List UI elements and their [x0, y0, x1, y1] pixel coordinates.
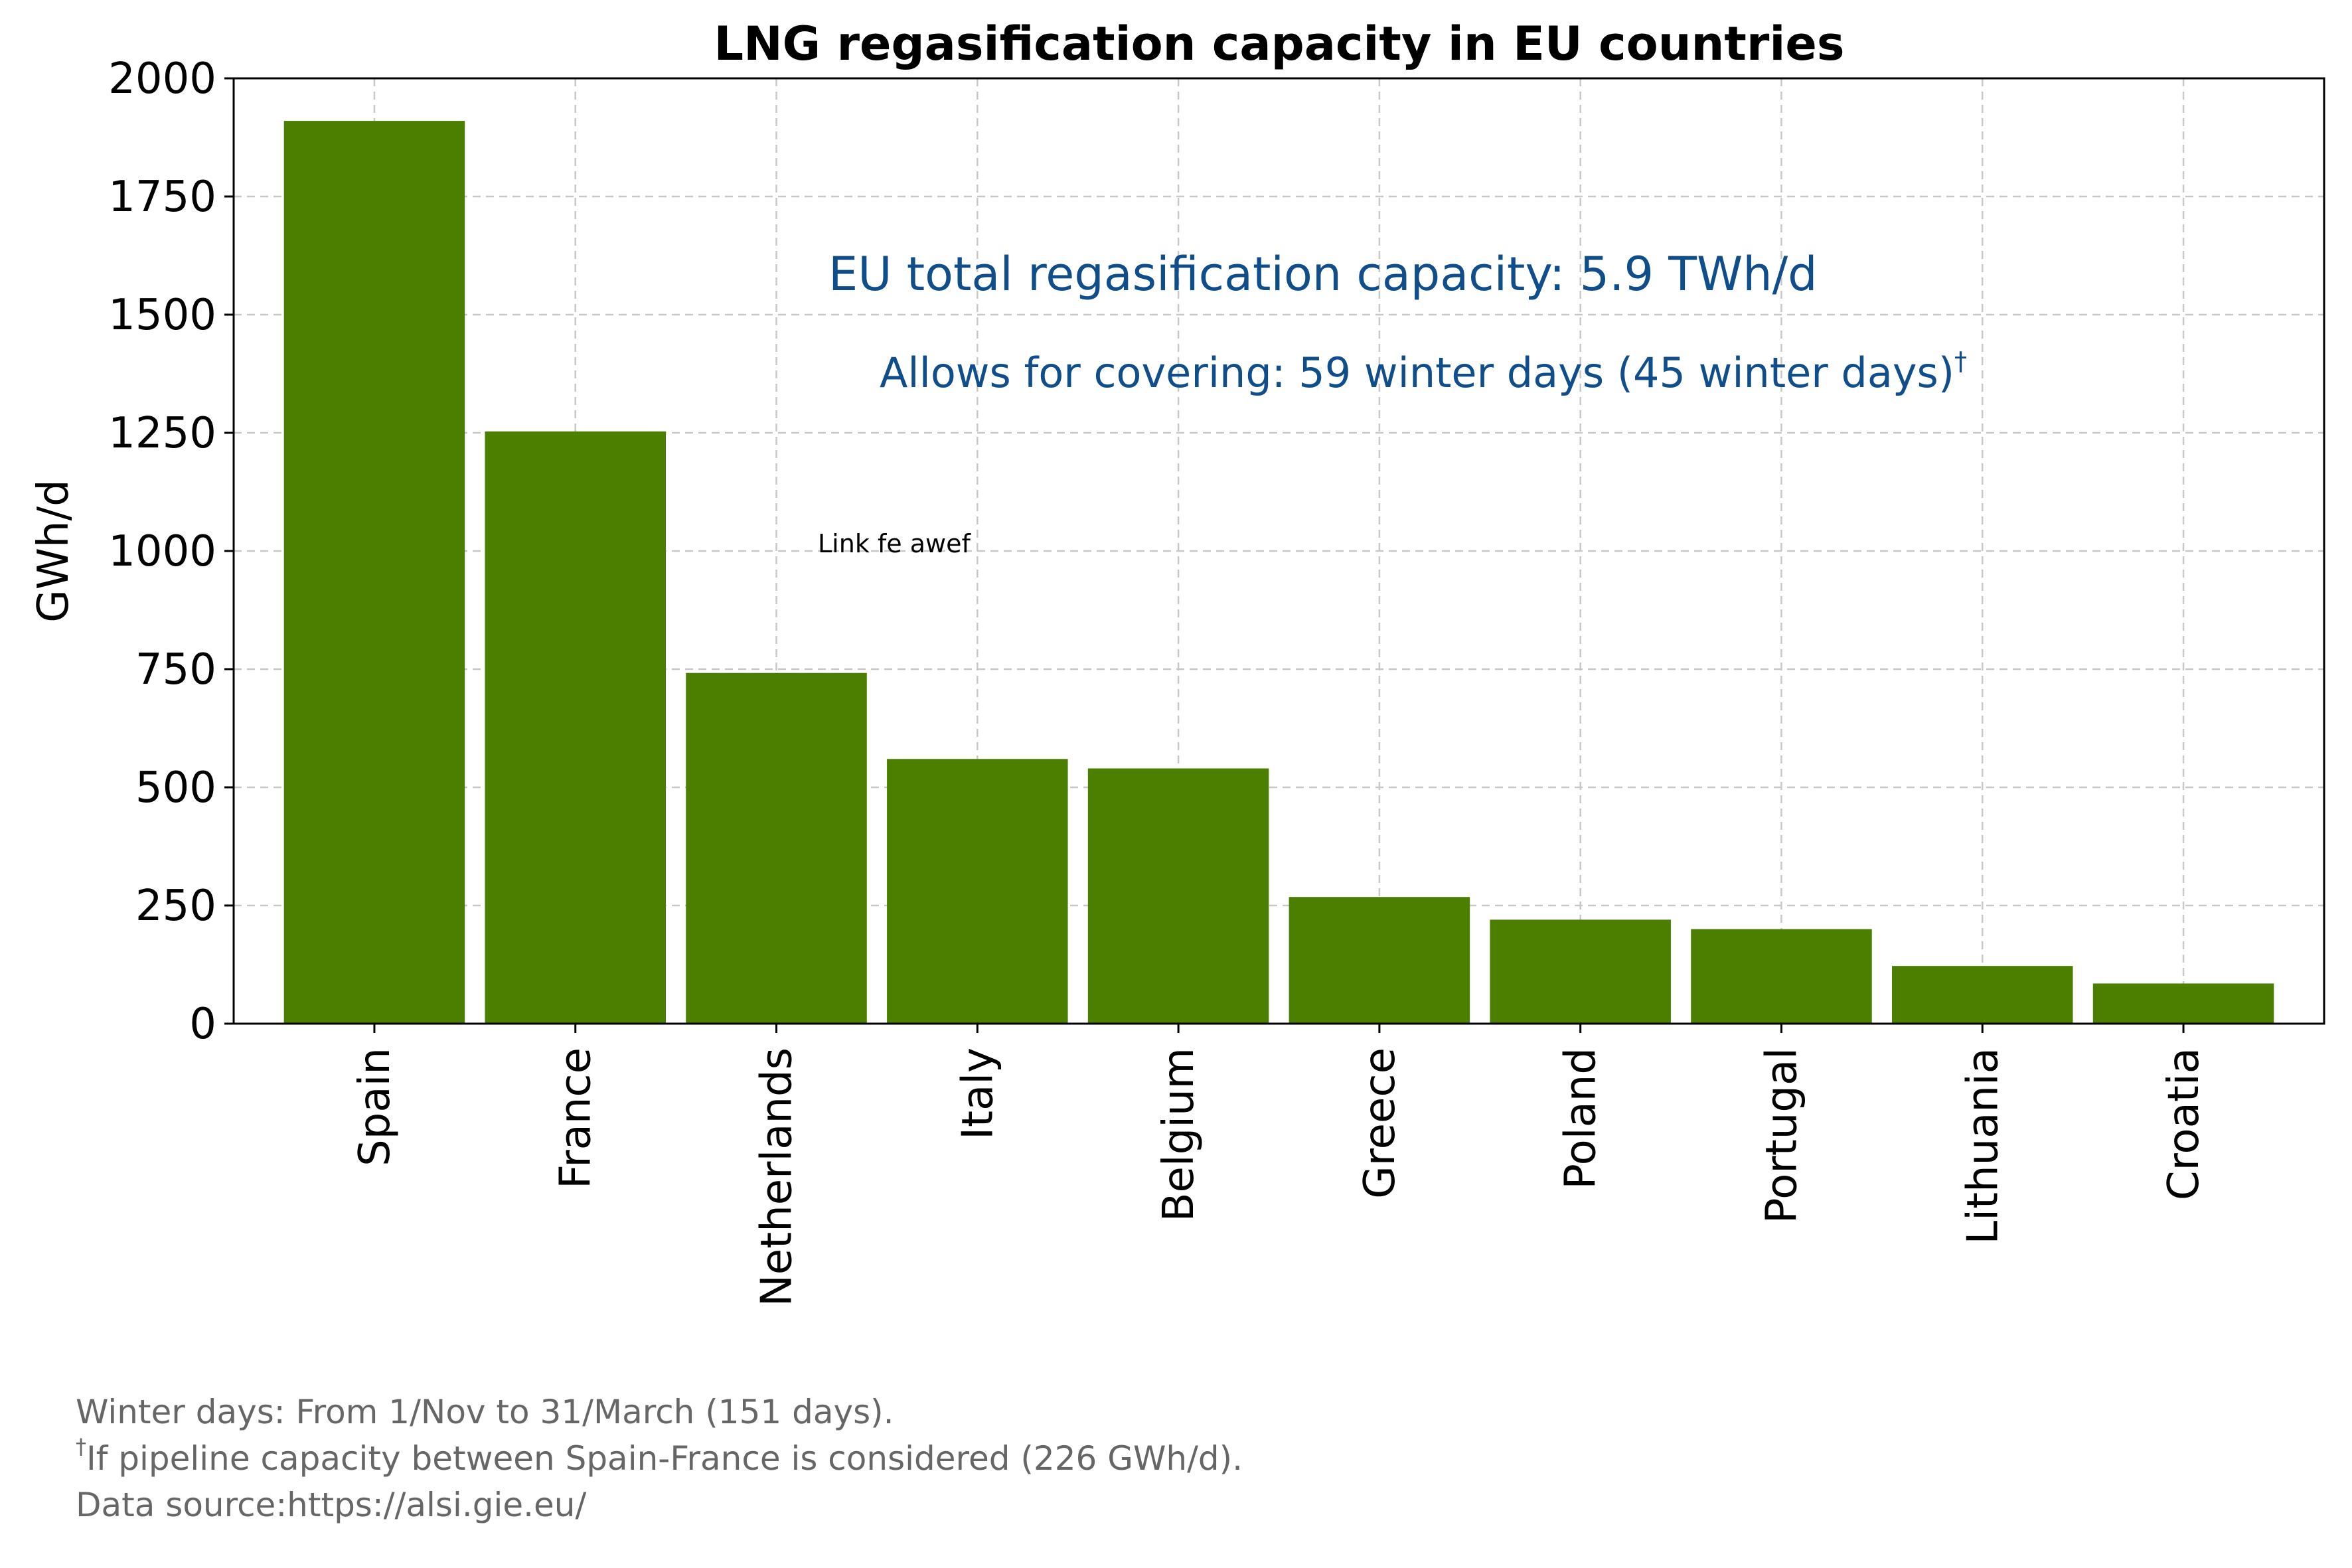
- winter-days-annotation: Allows for covering: 59 winter days (45 …: [880, 347, 1967, 397]
- footnote-data-source: Data source:https://alsi.gie.eu/: [76, 1486, 586, 1524]
- x-tick-label: Belgium: [1154, 1048, 1204, 1221]
- bar-belgium: [1087, 768, 1269, 1024]
- link-annotation[interactable]: Link fe awef: [818, 529, 971, 558]
- x-axis-ticks: Spain France Netherlands Italy Belgium Greece…: [351, 1024, 2209, 1306]
- x-tick-label: Croatia: [2159, 1048, 2209, 1200]
- footnote-pipeline: †If pipeline capacity between Spain-Fran…: [76, 1434, 1243, 1478]
- x-tick-label: Portugal: [1757, 1048, 1806, 1223]
- bar-poland: [1490, 919, 1671, 1024]
- x-tick-label: Netherlands: [753, 1048, 802, 1306]
- bars: [283, 121, 2274, 1024]
- y-tick-label: 1000: [108, 527, 216, 576]
- footnote-pipeline-text: If pipeline capacity between Spain-Franc…: [86, 1439, 1243, 1478]
- y-tick-label: 0: [189, 1000, 216, 1049]
- y-tick-label: 1250: [108, 409, 216, 458]
- y-tick-label: 2000: [108, 54, 216, 104]
- plot-frame: [232, 77, 2325, 1025]
- y-axis-label: GWh/d: [29, 479, 78, 623]
- y-tick-label: 250: [135, 882, 216, 931]
- chart-title: LNG regasification capacity in EU countr…: [714, 17, 1844, 71]
- y-tick-label: 750: [135, 645, 216, 694]
- bar-greece: [1289, 897, 1470, 1024]
- footnote-dagger: †: [76, 1434, 86, 1459]
- x-tick-label: France: [552, 1048, 601, 1189]
- bar-portugal: [1691, 929, 1872, 1024]
- x-tick-label: Lithuania: [1958, 1048, 2007, 1244]
- y-tick-label: 500: [135, 763, 216, 813]
- footnote-winter-days: Winter days: From 1/Nov to 31/March (151…: [76, 1393, 894, 1431]
- x-tick-label: Poland: [1557, 1048, 1606, 1190]
- bar-france: [485, 431, 666, 1024]
- y-tick-label: 1750: [108, 173, 216, 222]
- x-tick-label: Italy: [953, 1048, 1002, 1140]
- bar-italy: [887, 759, 1068, 1024]
- x-tick-label: Spain: [351, 1048, 400, 1166]
- y-axis-ticks: 0 250 500 750 1000 1250 1500 1750 2000: [108, 54, 234, 1049]
- y-tick-label: 1500: [108, 291, 216, 340]
- bar-lithuania: [1892, 966, 2073, 1024]
- x-tick-label: Greece: [1356, 1048, 1405, 1199]
- bar-spain: [283, 121, 465, 1024]
- winter-days-text: Allows for covering: 59 winter days (45 …: [880, 349, 1954, 397]
- winter-days-dagger: †: [1954, 347, 1967, 376]
- bar-croatia: [2092, 983, 2274, 1024]
- total-capacity-annotation: EU total regasification capacity: 5.9 TW…: [828, 247, 1818, 301]
- bar-netherlands: [686, 672, 867, 1024]
